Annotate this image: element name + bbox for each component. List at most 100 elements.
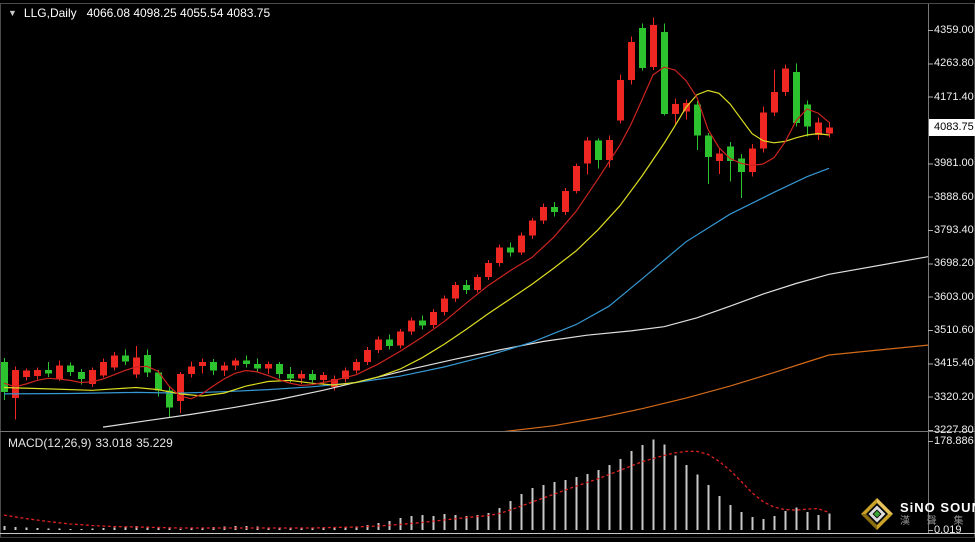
ohlc-values: 4066.08 4098.25 4055.54 4083.75 (86, 6, 271, 20)
macd-bar (47, 528, 50, 530)
candle-body (518, 235, 525, 253)
macd-bar (531, 488, 534, 530)
macd-bar (355, 526, 358, 530)
candle-body (672, 103, 679, 114)
candle-body (133, 357, 140, 375)
macd-bar (333, 528, 336, 530)
macd-signal-value: 35.229 (136, 436, 173, 450)
macd-bar (201, 527, 204, 530)
macd-bar (498, 508, 501, 530)
candle-body (67, 365, 74, 372)
macd-bar (751, 517, 754, 530)
candle-body (650, 25, 657, 68)
candle-body (397, 331, 404, 346)
macd-bar (630, 450, 633, 530)
price-axis-label: 3888.60 (934, 190, 974, 203)
candle-body (34, 369, 41, 377)
candle-body (562, 190, 569, 213)
macd-bar (190, 528, 193, 530)
macd-bar (641, 444, 644, 530)
candle-body (188, 366, 195, 375)
candle-body (155, 372, 162, 391)
candle-body (45, 369, 52, 374)
macd-bar (542, 485, 545, 530)
macd-bar (124, 527, 127, 530)
macd-bar (113, 527, 116, 530)
candle-body (221, 365, 228, 371)
candle-body (529, 220, 536, 236)
macd-bar (91, 528, 94, 530)
macd-bar (795, 507, 798, 530)
macd-axis-label: 178.886 (934, 435, 974, 447)
candle-body (232, 360, 239, 366)
macd-bar (80, 529, 83, 530)
ma-blue-mid (3, 167, 830, 395)
price-axis-label: 3981.00 (934, 157, 974, 170)
macd-bar (311, 528, 314, 530)
chevron-down-icon[interactable]: ▼ (8, 8, 17, 18)
macd-bar (575, 476, 578, 530)
macd-bar (454, 515, 457, 530)
candle-body (430, 311, 437, 326)
macd-bar (432, 516, 435, 530)
candle-body (463, 284, 470, 290)
macd-bar (685, 464, 688, 530)
candle-body (100, 362, 107, 376)
price-axis-label: 4359.00 (934, 24, 974, 36)
macd-bar (146, 526, 149, 530)
candle-body (452, 284, 459, 299)
macd-bar (322, 527, 325, 530)
candle-body (705, 135, 712, 157)
ma-orange-slowest (504, 344, 928, 431)
candle-body (309, 374, 316, 380)
candle-body (760, 112, 767, 149)
candle-body (199, 362, 206, 367)
candle-body (507, 247, 514, 253)
macd-bar (179, 529, 182, 530)
candle-body (738, 158, 745, 172)
symbol-info-bar: ▼ LLG,Daily 4066.08 4098.25 4055.54 4083.7… (8, 6, 270, 20)
candle-body (606, 140, 613, 160)
candle-body (540, 207, 547, 221)
candle-body (287, 374, 294, 379)
candle-body (254, 364, 261, 369)
macd-bar (102, 528, 105, 530)
macd-name: MACD(12,26,9) (8, 436, 92, 450)
candle-body (595, 140, 602, 160)
candle-body (298, 374, 305, 379)
macd-bar (520, 494, 523, 530)
candle-body (727, 146, 734, 162)
candle-body (793, 72, 800, 123)
candle-body (243, 360, 250, 365)
candle-body (617, 80, 624, 121)
candle-body (144, 355, 151, 373)
macd-indicator-label: MACD(12,26,9) 33.018 35.229 (8, 436, 177, 450)
candle-body (749, 148, 756, 172)
brand-watermark: SiNO SOUND 漢 聲 集 團 (860, 497, 975, 531)
macd-bar (278, 528, 281, 530)
candle-body (353, 362, 360, 371)
macd-bar (36, 528, 39, 530)
candle-body (111, 355, 118, 368)
candle-body (89, 369, 96, 384)
macd-bar (817, 515, 820, 530)
candle-body (386, 339, 393, 346)
candle-body (815, 122, 822, 135)
candle-body (628, 42, 635, 81)
macd-bar (58, 528, 61, 530)
macd-bar (3, 526, 6, 530)
brand-text: SiNO SOUND 漢 聲 集 團 (900, 499, 975, 528)
candle-body (782, 68, 789, 93)
macd-bar (806, 512, 809, 530)
macd-bar (608, 464, 611, 530)
candle-body (331, 379, 338, 387)
macd-bar (586, 473, 589, 530)
macd-bar (784, 511, 787, 530)
candle-body (584, 140, 591, 164)
candle-body (419, 320, 426, 326)
brand-name: SiNO SOUND (900, 499, 975, 515)
macd-axis-label: 0.019 (934, 524, 962, 536)
candle-body (177, 374, 184, 401)
sino-sound-diamond-icon (861, 498, 893, 530)
